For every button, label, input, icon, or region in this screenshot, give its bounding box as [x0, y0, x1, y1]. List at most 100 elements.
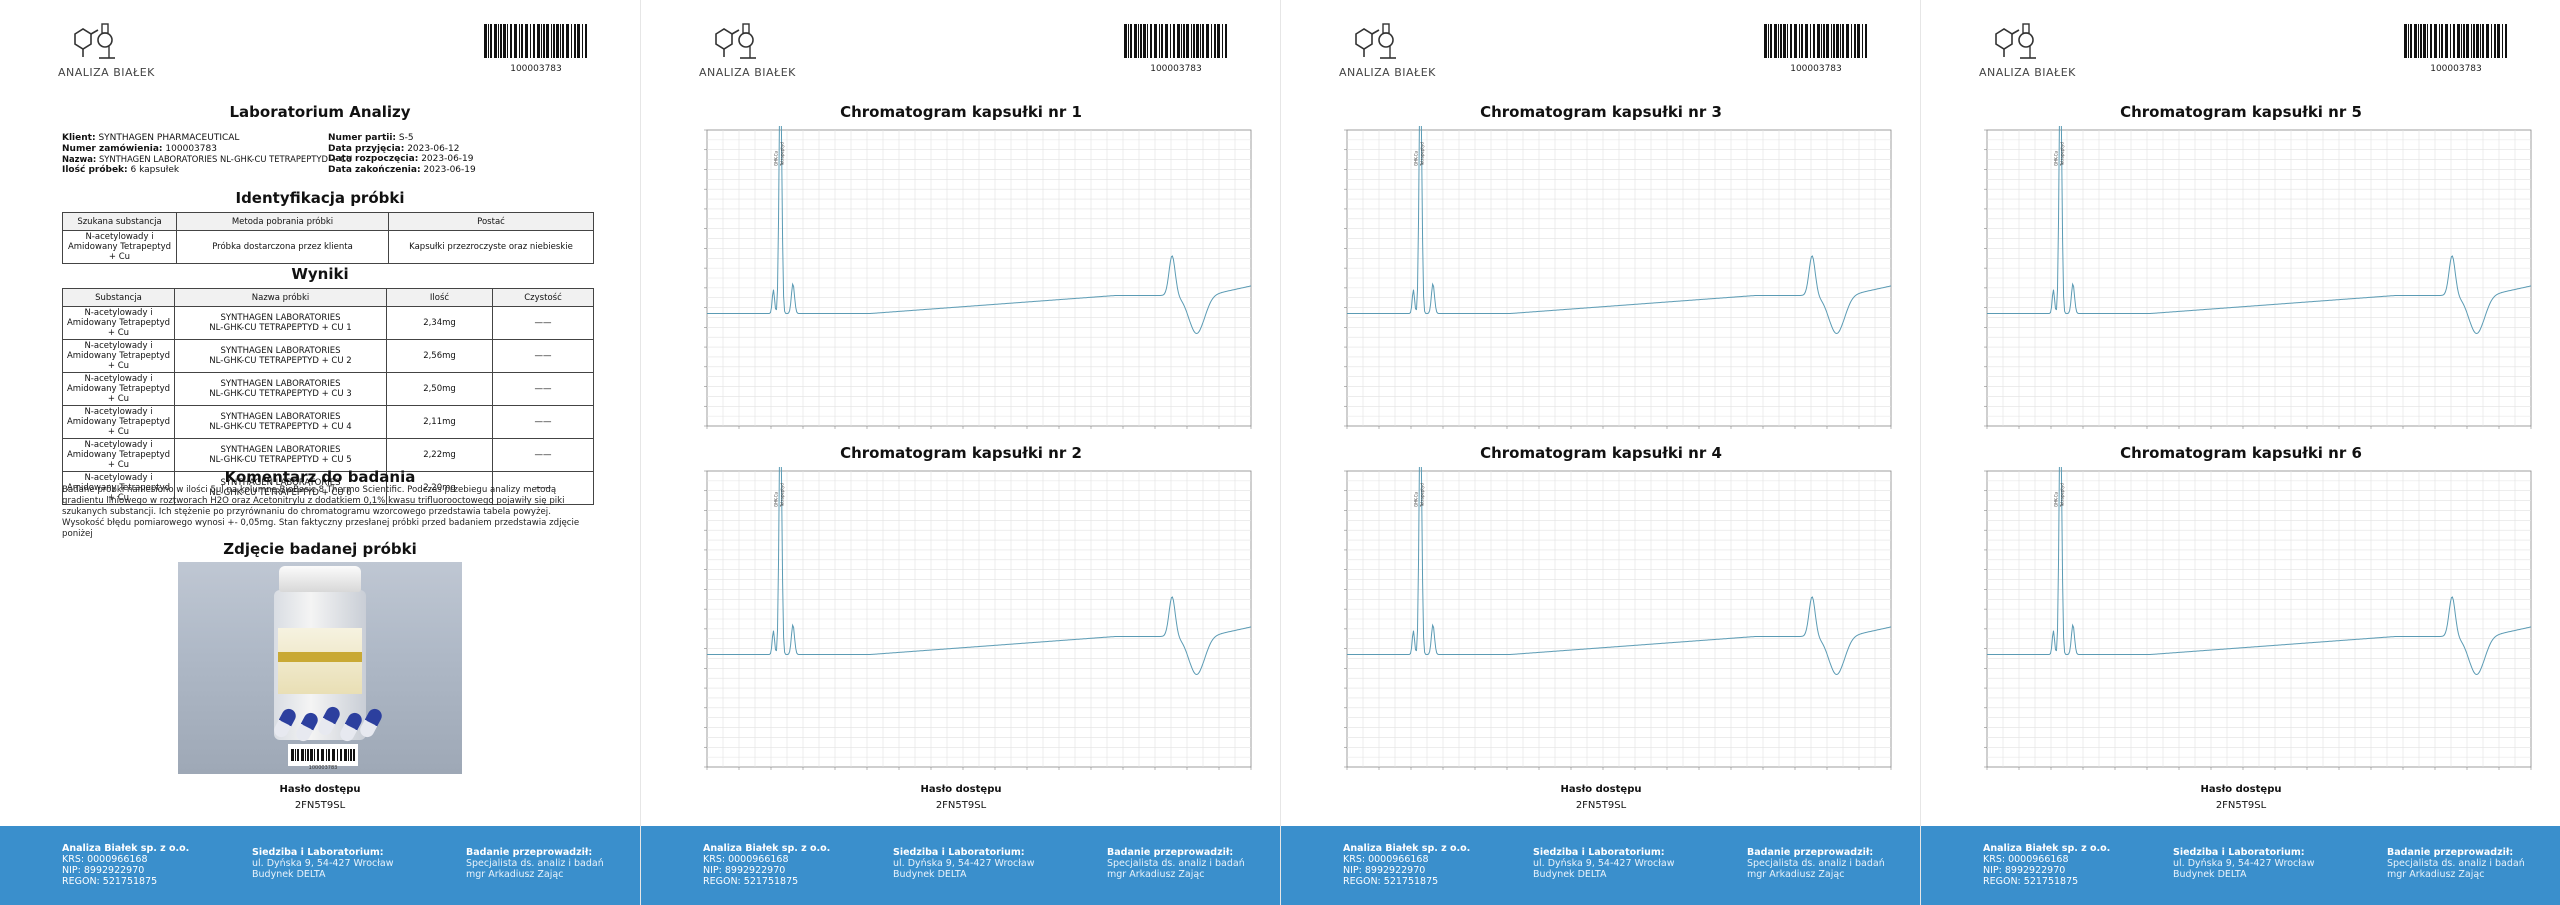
- footer-company: Analiza Białek sp. z o.o. KRS: 000096616…: [62, 843, 190, 887]
- barcode: 100003783: [2404, 24, 2508, 74]
- footer-performed: Badanie przeprowadził: Specjalista ds. a…: [2387, 847, 2525, 880]
- chromatogram-page-3: ANALIZA BIAŁEK 100003783 Chromatogram ka…: [1920, 0, 2560, 905]
- peak-label: Tetrapeptyd: [2059, 142, 2064, 167]
- brand-logo: ANALIZA BIAŁEK: [1339, 20, 1435, 79]
- chromatogram-chart: GHK-Cu Tetrapeptyd: [1344, 467, 1892, 770]
- comment-text: Badane próbki naniesiono w ilości 5ul na…: [62, 485, 580, 539]
- results-header-amount: Ilość: [386, 288, 493, 307]
- logo-text: ANALIZA BIAŁEK: [1339, 66, 1436, 79]
- molecule-icon: [1355, 23, 1396, 59]
- chart-title: Chromatogram kapsułki nr 4: [1480, 444, 1722, 462]
- result-amount: 2,56mg: [386, 339, 493, 373]
- id-header-form: Postać: [388, 212, 594, 231]
- access-label: Hasło dostępu: [1560, 784, 1642, 795]
- chromatogram-chart: GHK-Cu Tetrapeptyd: [1984, 126, 2532, 429]
- barcode-graphic: [1764, 24, 1867, 58]
- footer-address: Siedziba i Laboratorium: ul. Dyńska 9, 5…: [2173, 847, 2315, 880]
- footer: Analiza Białek sp. z o.o. KRS: 000096616…: [1281, 826, 1921, 905]
- result-amount: 2,34mg: [386, 306, 493, 340]
- chromatogram-chart: GHK-Cu Tetrapeptyd: [704, 467, 1252, 770]
- table-row: N-acetylowady i Amidowany Tetrapeptyd + …: [62, 405, 594, 439]
- access-value: 2FN5T9SL: [294, 800, 346, 811]
- info-received: Data przyjęcia: 2023-06-12: [328, 143, 460, 154]
- result-sample: SYNTHAGEN LABORATORIES NL-GHK-CU TETRAPEP…: [174, 339, 387, 373]
- logo-text: ANALIZA BIAŁEK: [699, 66, 796, 79]
- result-amount: 2,50mg: [386, 372, 493, 406]
- molecule-icon: [1995, 23, 2036, 59]
- results-header-sample: Nazwa próbki: [174, 288, 387, 307]
- results-table: Substancja Nazwa próbki Ilość Czystość N…: [62, 288, 594, 505]
- table-row: N-acetylowady i Amidowany Tetrapeptyd + …: [62, 438, 594, 472]
- result-sample: SYNTHAGEN LABORATORIES NL-GHK-CU TETRAPEP…: [174, 438, 387, 472]
- barcode-number: 100003783: [510, 64, 562, 74]
- result-sample: SYNTHAGEN LABORATORIES NL-GHK-CU TETRAPEP…: [174, 471, 387, 505]
- barcode-number: 100003783: [1790, 64, 1842, 74]
- chart-title: Chromatogram kapsułki nr 2: [840, 444, 1082, 462]
- footer: Analiza Białek sp. z o.o. KRS: 000096616…: [0, 826, 640, 905]
- footer-company: Analiza Białek sp. z o.o. KRS: 000096616…: [1343, 843, 1471, 887]
- report-page: ANALIZA BIAŁEK 100003783 Laboratorium An…: [0, 0, 640, 905]
- table-row: N-acetylowady i Amidowany Tetrapeptyd + …: [62, 306, 594, 340]
- footer-company: Analiza Białek sp. z o.o. KRS: 000096616…: [1983, 843, 2111, 887]
- peak-label: GHK-Cu: [2053, 150, 2058, 166]
- result-substance: N-acetylowady i Amidowany Tetrapeptyd + …: [62, 471, 175, 505]
- peak-label: GHK-Cu: [773, 491, 778, 507]
- logo-text: ANALIZA BIAŁEK: [1979, 66, 2076, 79]
- chromatogram-chart: GHK-Cu Tetrapeptyd: [704, 126, 1252, 429]
- info-left: Klient: SYNTHAGEN PHARMACEUTICAL Numer z…: [62, 133, 352, 175]
- info-client: Klient: SYNTHAGEN PHARMACEUTICAL: [62, 133, 240, 143]
- footer-address: Siedziba i Laboratorium: ul. Dyńska 9, 5…: [1533, 847, 1675, 880]
- result-sample: SYNTHAGEN LABORATORIES NL-GHK-CU TETRAPEP…: [174, 405, 387, 439]
- barcode: 100003783: [1124, 24, 1228, 74]
- info-right: Numer partii: S-5 Data przyjęcia: 2023-0…: [328, 133, 476, 175]
- footer-address: Siedziba i Laboratorium: ul. Dyńska 9, 5…: [252, 847, 394, 880]
- result-sample: SYNTHAGEN LABORATORIES NL-GHK-CU TETRAPEP…: [174, 372, 387, 406]
- results-header-substance: Substancja: [62, 288, 175, 307]
- barcode-graphic: [484, 24, 587, 58]
- result-purity: ——: [492, 339, 594, 373]
- access-value: 2FN5T9SL: [2215, 800, 2267, 811]
- result-substance: N-acetylowady i Amidowany Tetrapeptyd + …: [62, 438, 175, 472]
- brand-logo: ANALIZA BIAŁEK: [699, 20, 795, 79]
- peak-label: Tetrapeptyd: [779, 483, 784, 508]
- result-substance: N-acetylowady i Amidowany Tetrapeptyd + …: [62, 372, 175, 406]
- access-value: 2FN5T9SL: [935, 800, 987, 811]
- result-purity: ——: [492, 438, 594, 472]
- chart-title: Chromatogram kapsułki nr 5: [2120, 103, 2362, 121]
- chart-title: Chromatogram kapsułki nr 3: [1480, 103, 1722, 121]
- info-sample-count: Ilość próbek: 6 kapsułek: [62, 164, 180, 175]
- chromatogram-trace: [1987, 467, 2532, 676]
- chromatogram-page-1: ANALIZA BIAŁEK 100003783 Chromatogram ka…: [640, 0, 1281, 905]
- result-amount: 2,11mg: [386, 405, 493, 439]
- id-header-substance: Szukana substancja: [62, 212, 177, 231]
- results-header-purity: Czystość: [492, 288, 594, 307]
- info-end: Data zakończenia: 2023-06-19: [328, 164, 476, 175]
- barcode: 100003783: [1764, 24, 1868, 74]
- access-label: Hasło dostępu: [920, 784, 1002, 795]
- peak-label: GHK-Cu: [1413, 491, 1418, 507]
- access-label: Hasło dostępu: [2200, 784, 2282, 795]
- barcode-number: 100003783: [1150, 64, 1202, 74]
- footer: Analiza Białek sp. z o.o. KRS: 000096616…: [1921, 826, 2560, 905]
- footer-performed: Badanie przeprowadził: Specjalista ds. a…: [1107, 847, 1245, 880]
- result-substance: N-acetylowady i Amidowany Tetrapeptyd + …: [62, 306, 175, 340]
- brand-logo: ANALIZA BIAŁEK: [1979, 20, 2075, 79]
- chart-title: Chromatogram kapsułki nr 1: [840, 103, 1082, 121]
- id-header-method: Metoda pobrania próbki: [176, 212, 389, 231]
- result-substance: N-acetylowady i Amidowany Tetrapeptyd + …: [62, 405, 175, 439]
- footer-performed: Badanie przeprowadził: Specjalista ds. a…: [1747, 847, 1885, 880]
- result-purity: ——: [492, 372, 594, 406]
- info-name: Nazwa: SYNTHAGEN LABORATORIES NL-GHK-CU …: [62, 154, 353, 164]
- photo-barcode: 100003783: [288, 744, 358, 771]
- comment-heading: Komentarz do badania: [224, 468, 416, 486]
- chromatogram-trace: [1987, 126, 2532, 335]
- result-sample: SYNTHAGEN LABORATORIES NL-GHK-CU TETRAPEP…: [174, 306, 387, 340]
- identification-table: Szukana substancja Metoda pobrania próbk…: [62, 212, 594, 264]
- footer-performed: Badanie przeprowadził: Specjalista ds. a…: [466, 847, 604, 880]
- barcode-graphic: [1124, 24, 1227, 58]
- chromatogram-trace: [707, 126, 1252, 335]
- result-purity: ——: [492, 306, 594, 340]
- id-cell-method: Próbka dostarczona przez klienta: [176, 230, 389, 264]
- chromatogram-trace: [707, 467, 1252, 676]
- brand-logo: ANALIZA BIAŁEK: [58, 20, 154, 79]
